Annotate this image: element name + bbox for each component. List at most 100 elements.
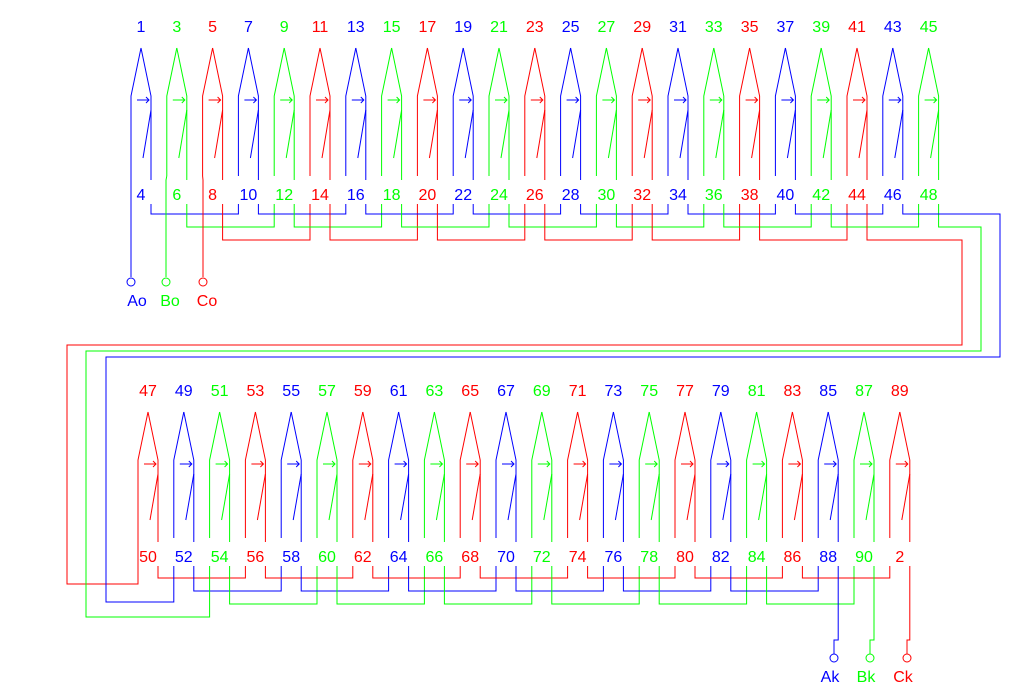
crossover-wire-a <box>105 204 1001 603</box>
row1-jumper-8 <box>436 204 526 241</box>
coil-right-leg-1-11 <box>541 411 553 538</box>
slot-bottom-number: 28 <box>562 187 580 204</box>
coil-right-leg-0-9 <box>462 47 474 176</box>
row2-jumper-17 <box>766 566 855 605</box>
coil-left-leg-0-21 <box>882 47 894 176</box>
coil-arrowhead-0-4 <box>288 96 293 104</box>
coil-right-leg-1-9 <box>469 411 481 538</box>
end-lead-Ak <box>833 566 839 654</box>
coil-arrowhead-1-1 <box>188 460 193 468</box>
coil-inner-0-12 <box>572 109 582 159</box>
coil-inner-0-14 <box>643 109 653 159</box>
row1-jumper-1 <box>186 204 275 228</box>
slot-top-number: 15 <box>383 19 401 36</box>
coil-inner-1-19 <box>829 473 839 521</box>
terminal-label: Ak <box>821 669 841 686</box>
coil-right-leg-1-16 <box>720 411 732 538</box>
coil-inner-1-10 <box>507 473 517 521</box>
coil-right-leg-0-21 <box>892 47 904 176</box>
coil-inner-0-9 <box>464 109 474 159</box>
coil-left-leg-0-10 <box>488 47 500 176</box>
coil-left-leg-1-5 <box>316 411 328 538</box>
coil-arrowhead-1-9 <box>474 460 479 468</box>
coil-left-leg-0-5 <box>309 47 321 176</box>
coil-inner-0-7 <box>393 109 403 159</box>
coil-inner-1-9 <box>471 473 481 521</box>
coil-arrowhead-0-18 <box>790 96 795 104</box>
coil-arrowhead-0-2 <box>217 96 222 104</box>
coil-arrowhead-1-18 <box>797 460 802 468</box>
slot-top-number: 43 <box>884 19 902 36</box>
terminal-label: Co <box>197 293 218 310</box>
coil-inner-0-22 <box>930 109 940 159</box>
coil-arrowhead-0-3 <box>253 96 258 104</box>
coil-right-leg-0-22 <box>928 47 940 176</box>
slot-bottom-number: 36 <box>705 187 723 204</box>
coil-inner-0-17 <box>751 109 761 159</box>
row2-jumper-18 <box>801 566 891 579</box>
coil-arrowhead-1-14 <box>653 460 658 468</box>
row2-jumper-9 <box>479 566 569 579</box>
row1-jumper-6 <box>365 204 454 215</box>
slot-top-number: 63 <box>426 383 444 400</box>
slot-bottom-number: 64 <box>390 549 408 566</box>
coil-right-leg-1-2 <box>219 411 231 538</box>
slot-bottom-number: 72 <box>533 549 551 566</box>
coil-left-leg-0-15 <box>667 47 679 176</box>
coil-left-leg-0-0 <box>130 47 142 176</box>
slot-top-number: 13 <box>347 19 365 36</box>
coil-right-leg-1-13 <box>612 411 624 538</box>
coil-right-leg-0-16 <box>713 47 725 176</box>
coil-inner-0-4 <box>285 109 295 159</box>
coil-arrowhead-1-4 <box>295 460 300 468</box>
slot-bottom-number: 34 <box>669 187 687 204</box>
row1-jumper-10 <box>508 204 597 228</box>
coil-right-leg-0-18 <box>784 47 796 176</box>
coil-right-leg-0-17 <box>749 47 761 176</box>
coil-inner-0-13 <box>607 109 617 159</box>
coil-right-leg-0-0 <box>140 47 152 176</box>
slot-bottom-number: 90 <box>855 549 873 566</box>
coil-arrowhead-1-19 <box>832 460 837 468</box>
coil-left-leg-1-10 <box>495 411 507 538</box>
coil-inner-1-7 <box>400 473 410 521</box>
coil-arrowhead-0-20 <box>861 96 866 104</box>
coil-inner-1-1 <box>185 473 195 521</box>
end-lead-Ck <box>906 566 911 654</box>
slot-top-number: 1 <box>137 19 146 36</box>
slot-bottom-number: 42 <box>812 187 830 204</box>
coil-left-leg-0-12 <box>560 47 572 176</box>
row1-jumper-3 <box>257 204 347 215</box>
coil-inner-1-14 <box>650 473 660 521</box>
coil-arrowhead-1-12 <box>582 460 587 468</box>
coil-inner-1-0 <box>149 473 159 521</box>
terminal-end-Bk <box>865 653 875 663</box>
coil-inner-0-1 <box>178 109 188 159</box>
coil-right-leg-0-15 <box>677 47 689 176</box>
coil-inner-0-10 <box>500 109 510 159</box>
slot-bottom-number: 82 <box>712 549 730 566</box>
slot-top-number: 83 <box>784 383 802 400</box>
slot-bottom-number: 6 <box>172 187 181 204</box>
coil-inner-1-21 <box>901 473 911 521</box>
slot-top-number: 61 <box>390 383 408 400</box>
slot-bottom-number: 88 <box>819 549 837 566</box>
row1-jumper-2 <box>222 204 311 241</box>
coil-inner-0-19 <box>822 109 832 159</box>
row1-jumper-4 <box>293 204 383 228</box>
coil-left-leg-0-2 <box>202 47 214 176</box>
coil-left-leg-0-3 <box>237 47 249 176</box>
coil-inner-1-2 <box>221 473 231 521</box>
coil-inner-0-0 <box>142 109 152 159</box>
coil-left-leg-1-2 <box>209 411 221 538</box>
coil-inner-0-15 <box>679 109 689 159</box>
row1-jumper-12 <box>580 204 669 215</box>
row2-jumper-0 <box>157 566 246 579</box>
row1-jumper-14 <box>651 204 741 241</box>
coil-left-leg-1-1 <box>173 411 185 538</box>
slot-top-number: 71 <box>569 383 587 400</box>
slot-top-number: 7 <box>244 19 253 36</box>
coil-inner-0-2 <box>214 109 224 159</box>
coil-left-leg-1-12 <box>567 411 579 538</box>
